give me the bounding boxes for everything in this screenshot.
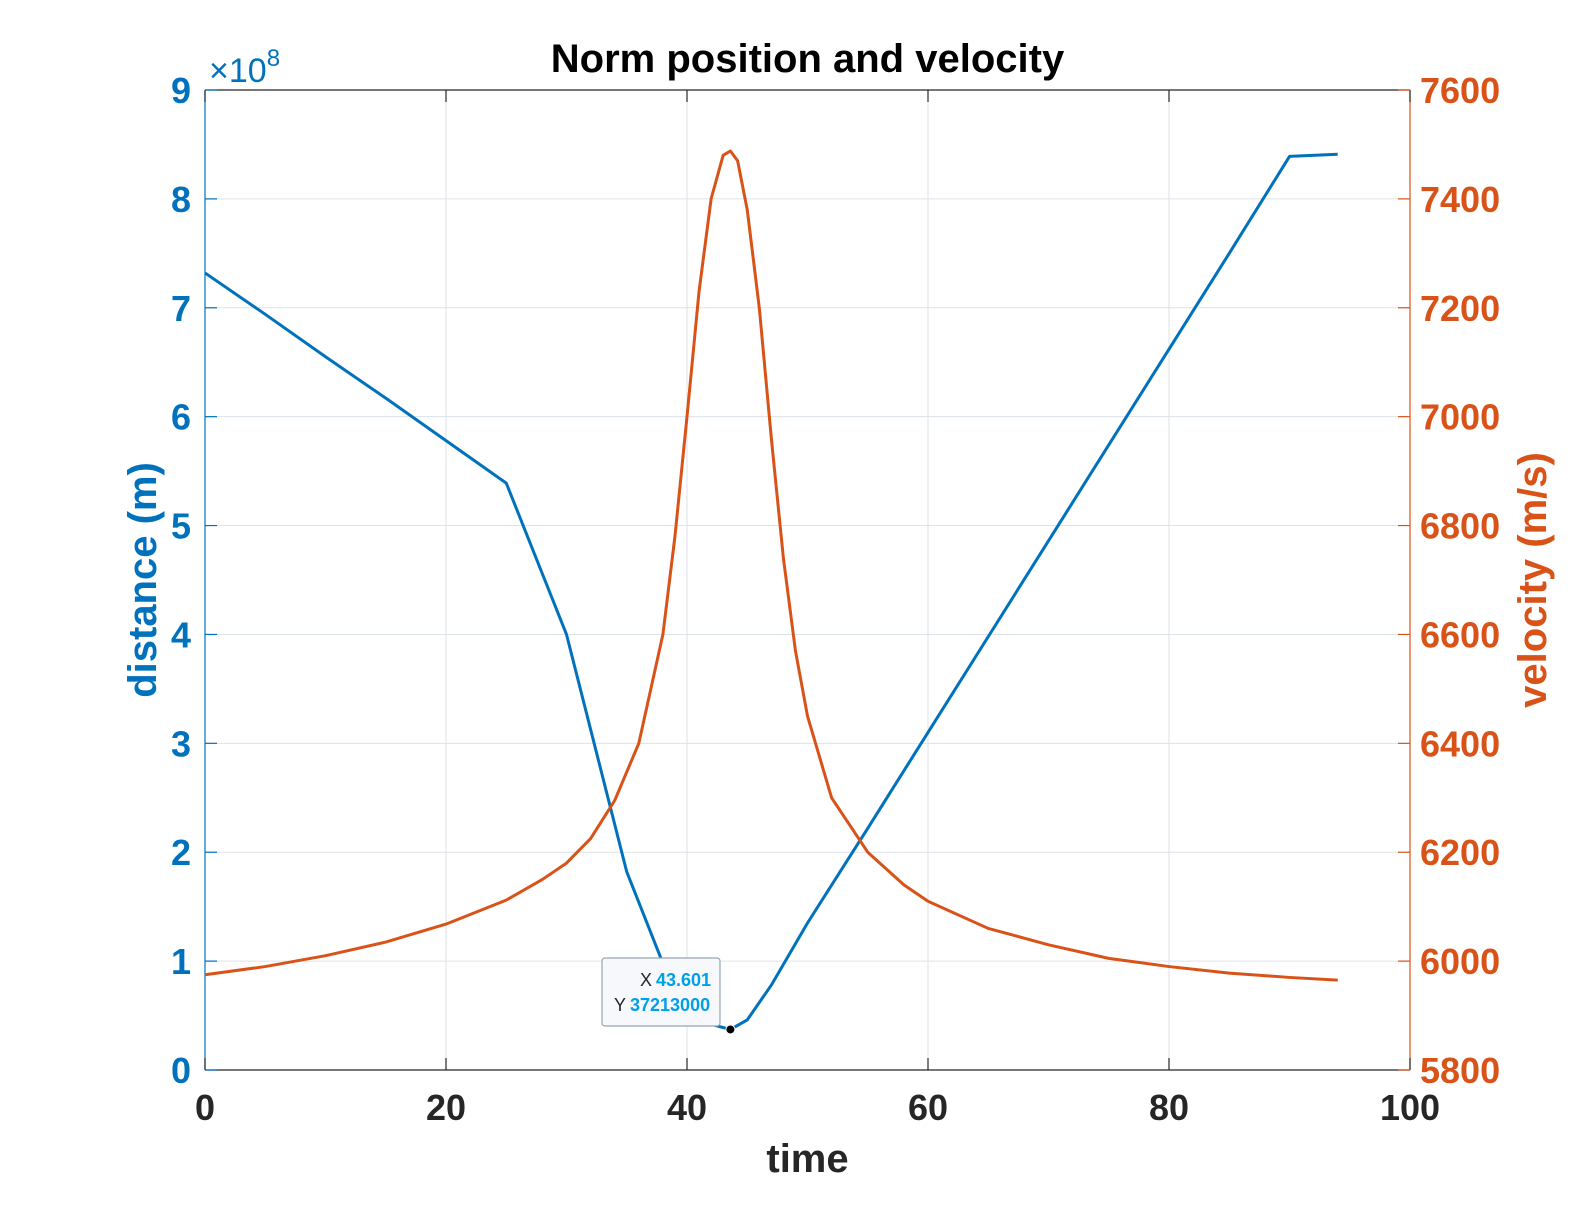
right-tick-label: 7600 [1420, 70, 1500, 111]
x-tick-label: 0 [195, 1087, 215, 1128]
chart-title: Norm position and velocity [551, 37, 1065, 81]
x-tick-label: 40 [667, 1087, 707, 1128]
right-tick-label: 6000 [1420, 941, 1500, 982]
right-tick-label: 7400 [1420, 179, 1500, 220]
datatip-marker [725, 1024, 736, 1035]
left-tick-label: 2 [171, 832, 191, 873]
left-tick-label: 8 [171, 179, 191, 220]
left-axis-exponent-label: ×108 [209, 45, 280, 90]
x-tick-label: 20 [426, 1087, 466, 1128]
left-tick-label: 4 [171, 614, 191, 655]
left-axis-label: distance (m) [121, 462, 165, 698]
left-tick-label: 6 [171, 397, 191, 438]
datatip-y-label: Y [614, 995, 626, 1015]
left-tick-label: 1 [171, 941, 191, 982]
left-tick-label: 9 [171, 70, 191, 111]
left-tick-label: 7 [171, 288, 191, 329]
x-tick-label: 60 [908, 1087, 948, 1128]
right-tick-label: 7200 [1420, 288, 1500, 329]
right-axis-label: velocity (m/s) [1511, 452, 1555, 708]
left-tick-label: 3 [171, 723, 191, 764]
right-tick-label: 6600 [1420, 614, 1500, 655]
x-tick-label: 100 [1380, 1087, 1440, 1128]
datatip-box [601, 957, 721, 1027]
left-tick-label: 5 [171, 506, 191, 547]
right-tick-label: 6200 [1420, 832, 1500, 873]
x-tick-label: 80 [1149, 1087, 1189, 1128]
datatip-y-value: 37213000 [630, 995, 710, 1015]
velocity-series-line [204, 149, 1338, 982]
x-axis-label: time [766, 1137, 848, 1181]
right-tick-label: 6400 [1420, 723, 1500, 764]
right-tick-label: 6800 [1420, 506, 1500, 547]
datatip-x-label: X [640, 970, 652, 990]
plot-area [205, 90, 1410, 1070]
right-tick-label: 7000 [1420, 397, 1500, 438]
right-tick-label: 5800 [1420, 1050, 1500, 1091]
datatip-x-value: 43.601 [656, 970, 711, 990]
distance-series-line [204, 152, 1338, 1031]
left-tick-label: 0 [171, 1050, 191, 1091]
